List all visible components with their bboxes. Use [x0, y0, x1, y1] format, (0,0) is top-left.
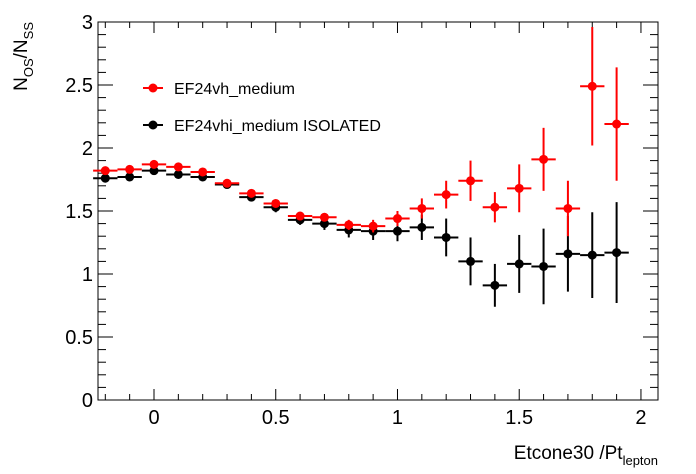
legend-label: EF24vh_medium [174, 81, 295, 98]
series-ef24vh-medium [93, 27, 629, 237]
x-axis-title-subscript: lepton [623, 453, 658, 468]
legend-marker [148, 83, 158, 93]
data-point [149, 166, 159, 176]
data-point [466, 256, 476, 266]
data-point [100, 166, 110, 176]
data-point [319, 212, 329, 222]
y-tick-label: 3 [82, 12, 93, 34]
y-axis-title: NOS/NSS [11, 22, 36, 91]
legend-entry: EF24vh_medium [143, 81, 295, 98]
x-tick-label: 1 [392, 407, 403, 429]
data-point [417, 203, 427, 213]
data-point [514, 183, 524, 193]
plot-frame [97, 21, 659, 401]
data-point [392, 214, 402, 224]
data-point [392, 226, 402, 236]
legend-label: EF24vhi_medium ISOLATED [174, 118, 381, 135]
y-axis-title-main: N [11, 77, 32, 91]
data-point [173, 162, 183, 172]
data-point [271, 198, 281, 208]
data-point [344, 220, 354, 230]
x-tick-label: 1.5 [505, 407, 533, 429]
y-tick-label: 1 [82, 264, 93, 286]
x-tick-label: 0 [148, 407, 159, 429]
legend: EF24vh_medium EF24vhi_medium ISOLATED [143, 81, 381, 135]
data-point [173, 169, 183, 179]
data-point [125, 164, 135, 174]
data-point [612, 119, 622, 129]
y-axis-title-sub-ss: SS [21, 22, 36, 40]
data-point [222, 178, 232, 188]
data-point [612, 248, 622, 258]
data-point [441, 232, 451, 242]
y-axis-title-sub-os: OS [21, 58, 36, 77]
y-tick-label: 0 [82, 390, 93, 412]
data-series [93, 27, 629, 307]
data-point [539, 261, 549, 271]
data-point [490, 280, 500, 290]
data-point [587, 250, 597, 260]
data-point [539, 154, 549, 164]
data-point [295, 211, 305, 221]
x-tick-label: 0.5 [262, 407, 290, 429]
data-point [417, 222, 427, 232]
y-tick-label: 1.5 [65, 201, 93, 223]
data-point [100, 173, 110, 183]
axes: 0 0.5 1 1.5 2 0 0.5 1 1.5 2 2.5 3 [65, 12, 658, 429]
data-point [587, 81, 597, 91]
y-tick-label: 2.5 [65, 75, 93, 97]
data-point [441, 190, 451, 200]
data-point [466, 176, 476, 186]
data-point [490, 202, 500, 212]
data-point [319, 219, 329, 229]
legend-marker [148, 120, 158, 130]
data-point [149, 159, 159, 169]
x-axis-title: Etcone30 /Ptlepton [514, 443, 658, 468]
y-tick-label: 2 [82, 138, 93, 160]
data-point [563, 249, 573, 259]
series-ef24vhi-medium-isolated [93, 166, 629, 307]
y-tick-label: 0.5 [65, 327, 93, 349]
legend-entry: EF24vhi_medium ISOLATED [143, 118, 381, 135]
data-point [198, 167, 208, 177]
data-point [514, 259, 524, 269]
y-axis-title-slash: /N [11, 39, 32, 58]
data-point [246, 188, 256, 198]
x-axis-title-main: Etcone30 /Pt [514, 443, 624, 464]
data-point [563, 203, 573, 213]
data-point [125, 172, 135, 182]
x-tick-label: 2 [635, 407, 646, 429]
data-point [368, 221, 378, 231]
